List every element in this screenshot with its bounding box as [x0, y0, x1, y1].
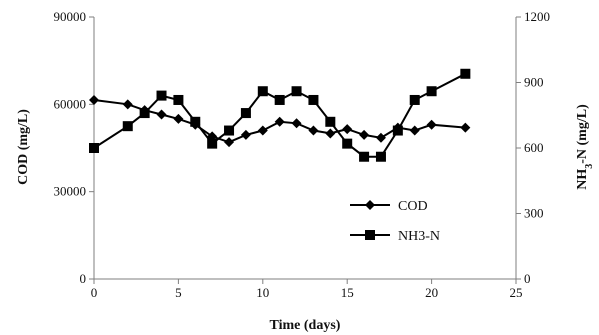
- point-cod: [240, 129, 251, 140]
- point-cod: [325, 128, 336, 139]
- point-nh3n: [325, 116, 336, 127]
- point-cod: [122, 99, 133, 110]
- legend-marker-cod: [365, 200, 375, 210]
- legend-marker-nh3n: [365, 230, 375, 240]
- point-nh3n: [139, 108, 150, 119]
- right-tick-label: 1200: [524, 9, 550, 24]
- x-tick-label: 25: [510, 285, 523, 300]
- x-tick-label: 10: [256, 285, 269, 300]
- right-tick-label: 300: [524, 206, 544, 221]
- right-axis-title-sub: 3: [584, 164, 595, 169]
- point-nh3n: [426, 86, 437, 97]
- x-axis: 0 5 10 15 20 25: [91, 279, 523, 300]
- series-layer: [89, 68, 471, 162]
- point-nh3n: [240, 108, 251, 119]
- point-nh3n: [409, 94, 420, 105]
- point-nh3n: [460, 68, 471, 79]
- point-nh3n: [342, 138, 353, 149]
- series-nh3n: [89, 68, 471, 162]
- point-cod: [426, 119, 437, 130]
- point-cod: [274, 116, 285, 127]
- x-tick-label: 0: [91, 285, 98, 300]
- point-cod: [359, 129, 370, 140]
- point-cod: [89, 94, 99, 105]
- point-nh3n: [224, 125, 235, 136]
- point-cod: [460, 122, 471, 133]
- right-axis: 0 300 600 900 1200: [516, 9, 550, 286]
- plot-frame: [93, 17, 517, 280]
- right-tick-label: 600: [524, 140, 544, 155]
- point-cod: [291, 118, 302, 129]
- x-tick-label: 20: [425, 285, 438, 300]
- point-nh3n: [257, 86, 268, 97]
- left-axis-title: COD (mg/L): [16, 109, 31, 185]
- series-cod: [89, 94, 471, 148]
- point-nh3n: [274, 94, 285, 105]
- point-nh3n: [207, 138, 218, 149]
- point-cod: [257, 125, 268, 136]
- left-tick-label: 0: [80, 271, 87, 286]
- left-tick-label: 90000: [54, 9, 87, 24]
- x-tick-label: 5: [175, 285, 182, 300]
- legend: COD NH3-N: [350, 199, 440, 244]
- point-nh3n: [173, 94, 184, 105]
- point-nh3n: [190, 116, 201, 127]
- point-nh3n: [359, 151, 370, 162]
- point-nh3n: [291, 86, 302, 97]
- right-axis-title-rest: -N (mg/L): [575, 104, 590, 164]
- left-axis: 0 30000 60000 90000: [54, 9, 94, 286]
- x-tick-label: 15: [341, 285, 354, 300]
- left-tick-label: 30000: [54, 184, 87, 199]
- left-tick-label: 60000: [54, 96, 87, 111]
- point-cod: [224, 137, 235, 148]
- point-nh3n: [308, 94, 319, 105]
- right-tick-label: 900: [524, 75, 544, 90]
- point-cod: [173, 113, 184, 124]
- point-cod: [375, 132, 386, 143]
- point-nh3n: [392, 125, 403, 136]
- x-axis-title: Time (days): [270, 318, 341, 333]
- point-cod: [156, 109, 167, 120]
- right-tick-label: 0: [524, 271, 531, 286]
- point-cod: [342, 124, 353, 135]
- point-nh3n: [89, 143, 99, 153]
- legend-label-nh3n: NH3-N: [398, 229, 440, 244]
- right-axis-title: NH3-N (mg/L): [575, 104, 595, 190]
- point-cod: [308, 125, 319, 136]
- series-line-nh3n: [93, 72, 466, 158]
- point-nh3n: [122, 121, 133, 132]
- point-nh3n: [375, 151, 386, 162]
- right-axis-title-main: NH: [575, 169, 590, 190]
- point-nh3n: [156, 90, 167, 101]
- legend-label-cod: COD: [398, 199, 428, 214]
- point-cod: [409, 125, 420, 136]
